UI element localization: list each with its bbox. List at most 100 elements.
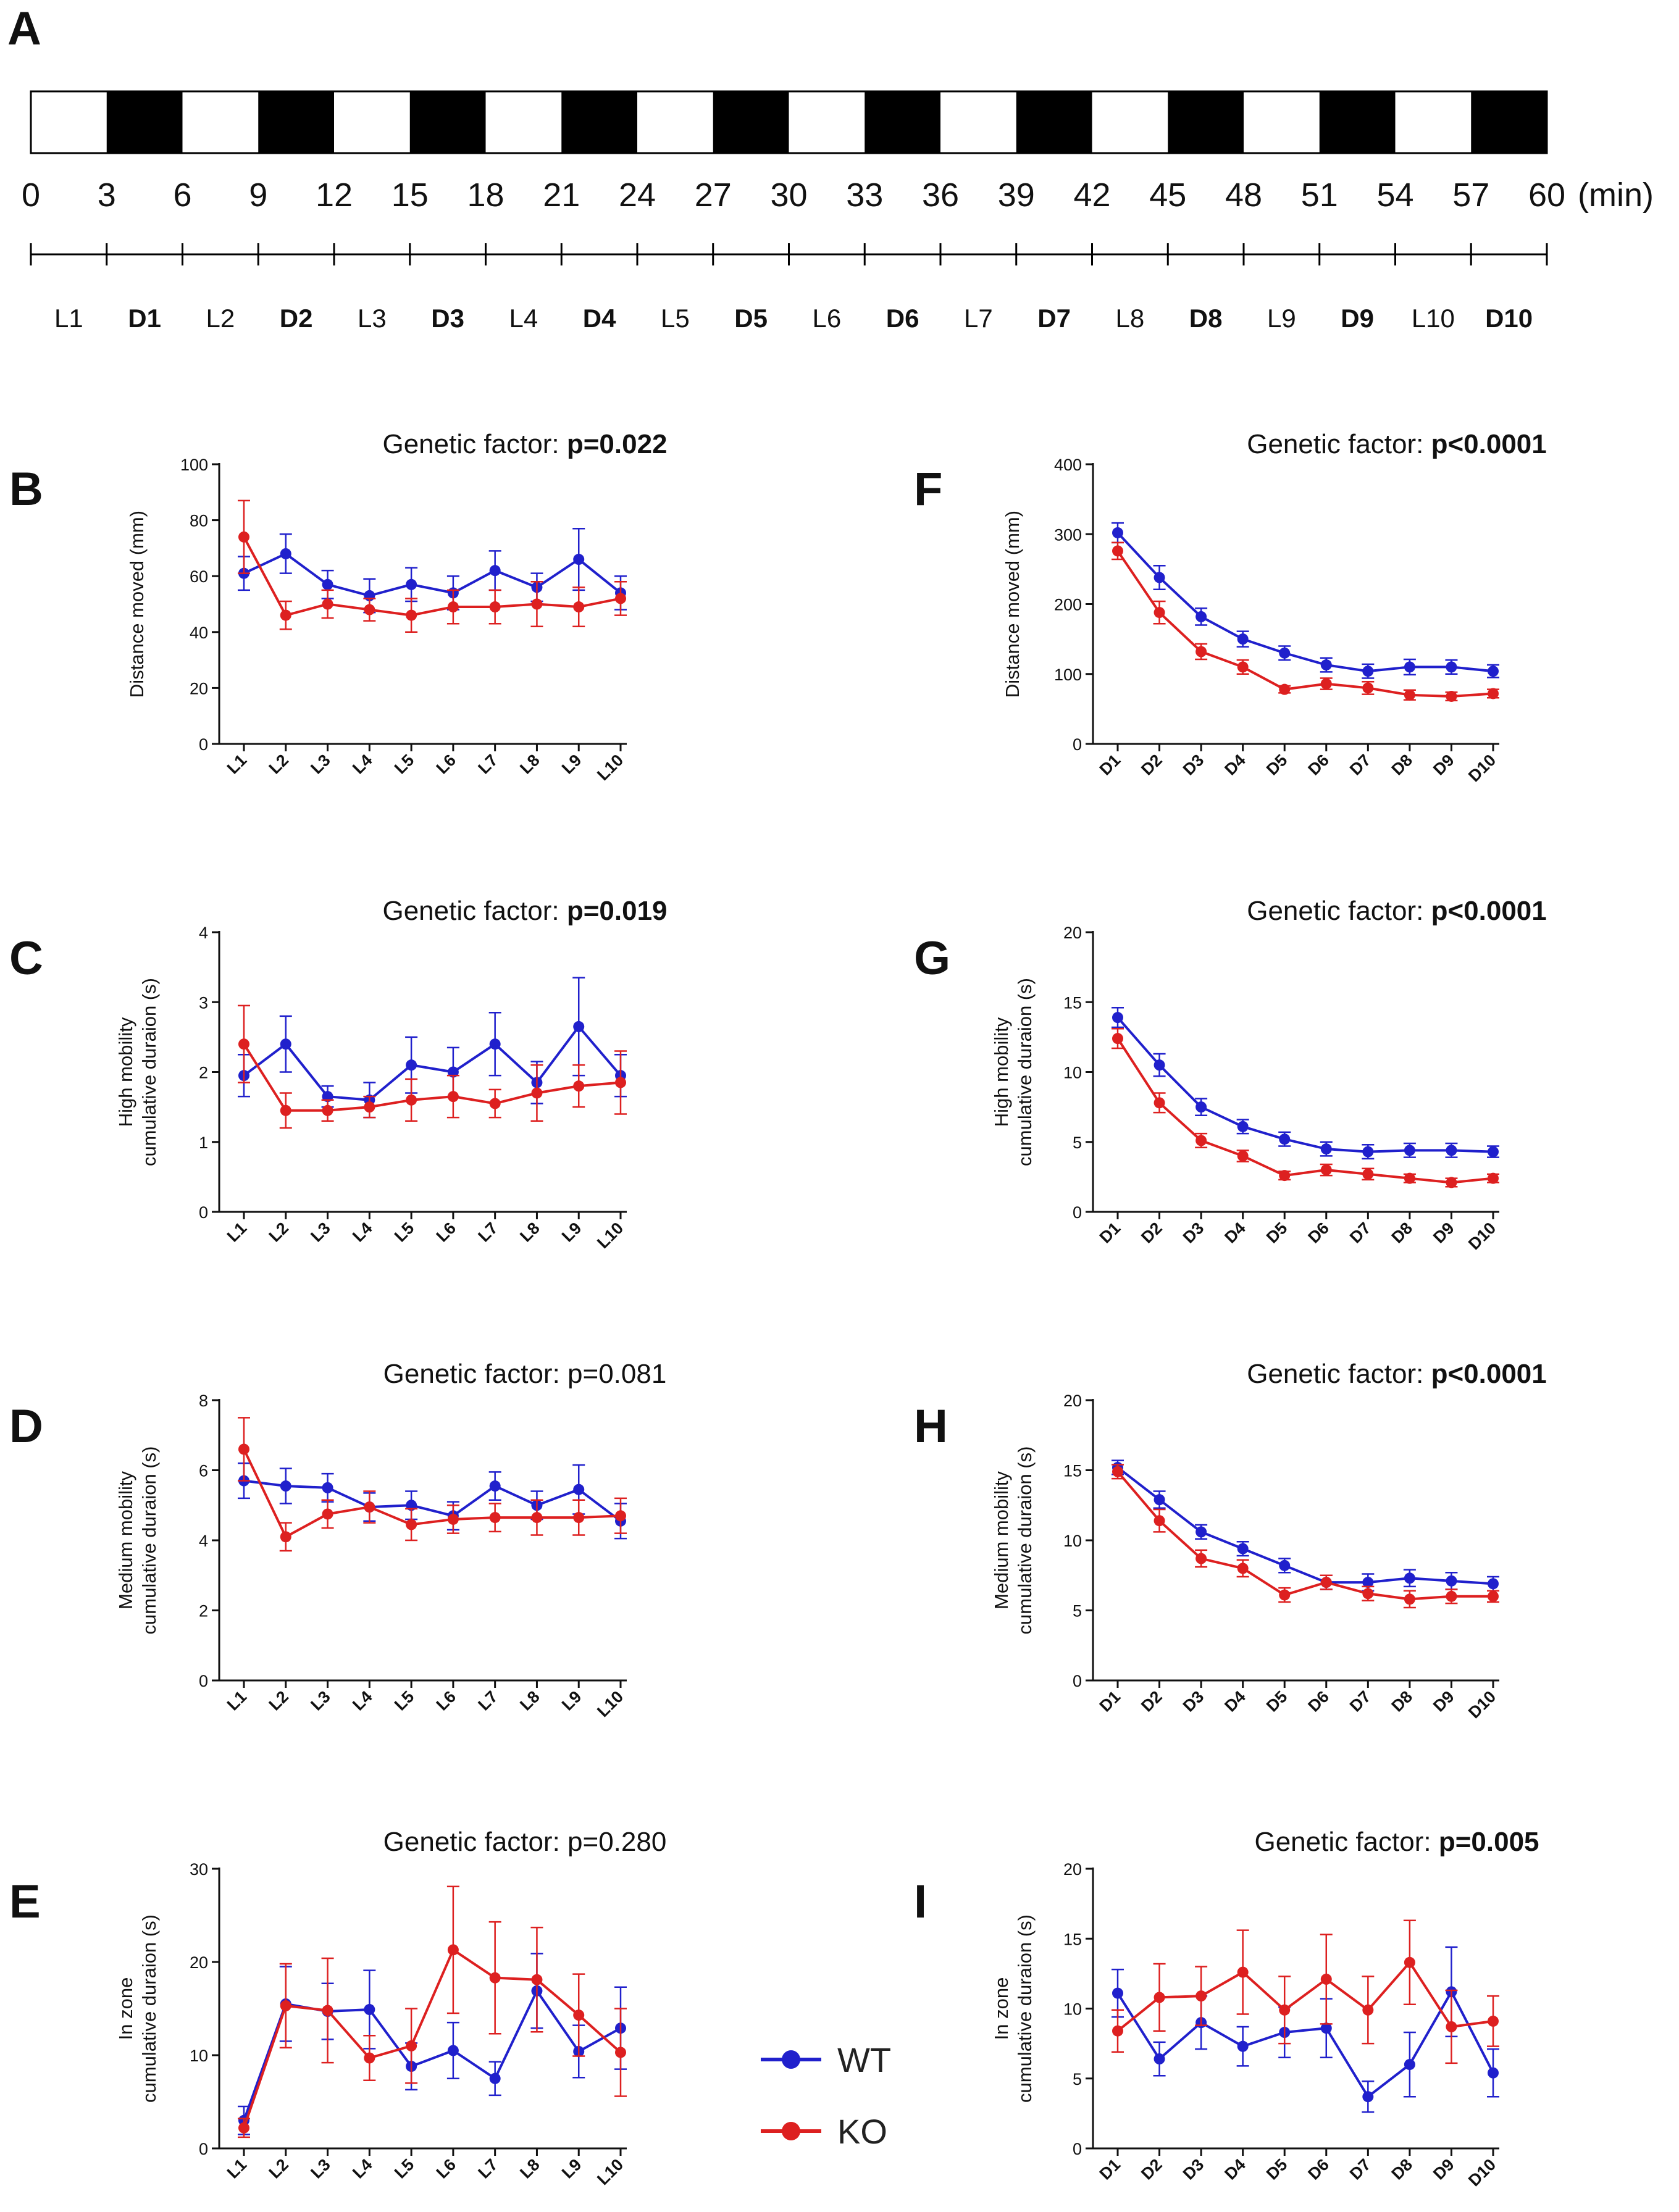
y-tick-label: 0 bbox=[199, 1203, 208, 1222]
data-point bbox=[1279, 1559, 1291, 1571]
data-point bbox=[531, 1087, 543, 1099]
series-ko bbox=[1112, 1464, 1499, 1609]
series-ko bbox=[238, 499, 627, 633]
data-point bbox=[1279, 2004, 1291, 2016]
data-point bbox=[1279, 1170, 1291, 1182]
title-prefix: Genetic factor: bbox=[1247, 429, 1431, 459]
y-axis-label: Medium mobilitycumulative duraion (s) bbox=[990, 1446, 1036, 1635]
y-tick-label: 15 bbox=[1063, 1930, 1082, 1948]
x-tick-label: D4 bbox=[1221, 1687, 1249, 1716]
data-point bbox=[1404, 1572, 1415, 1584]
series-line bbox=[1116, 1960, 1494, 2032]
x-tick-label: D4 bbox=[1221, 2155, 1249, 2184]
data-point bbox=[573, 1020, 585, 1032]
data-point bbox=[238, 1038, 249, 1050]
minute-tick-12: 12 bbox=[316, 177, 353, 214]
block-d4 bbox=[561, 91, 637, 153]
x-tick-label: D9 bbox=[1430, 751, 1458, 779]
x-tick-label: D10 bbox=[1465, 1219, 1499, 1253]
data-point bbox=[1404, 1145, 1415, 1156]
x-tick-label: D8 bbox=[1388, 2155, 1417, 2184]
x-tick-label: L6 bbox=[433, 1687, 459, 1714]
data-point bbox=[364, 1101, 375, 1113]
x-tick-label: D6 bbox=[1304, 1687, 1333, 1716]
data-point bbox=[1112, 1033, 1123, 1045]
y-axis-label: In zonecumulative duraion (s) bbox=[115, 1914, 160, 2103]
data-point bbox=[447, 1513, 459, 1525]
series-line bbox=[1116, 1016, 1494, 1153]
data-point bbox=[238, 1443, 249, 1455]
y-tick-label: 5 bbox=[1073, 1602, 1082, 1621]
minute-tick-57: 57 bbox=[1452, 177, 1489, 214]
series-wt bbox=[238, 527, 627, 614]
series-line bbox=[243, 552, 622, 597]
panel-label-h: H bbox=[914, 1400, 948, 1453]
phase-label-d10: D10 bbox=[1485, 304, 1533, 333]
data-point bbox=[322, 2005, 333, 2016]
series-ko bbox=[1112, 541, 1499, 702]
x-tick-label: L1 bbox=[224, 1687, 250, 1714]
data-point bbox=[1362, 1146, 1374, 1158]
data-point bbox=[1237, 633, 1249, 645]
y-tick-label: 15 bbox=[1063, 1462, 1082, 1480]
data-point bbox=[1195, 1101, 1207, 1113]
x-tick-label: D10 bbox=[1465, 751, 1499, 785]
data-point bbox=[1154, 572, 1165, 583]
data-point bbox=[1446, 690, 1457, 702]
data-point bbox=[1154, 1494, 1165, 1506]
minute-tick-48: 48 bbox=[1225, 177, 1262, 214]
y-tick-label: 80 bbox=[190, 512, 208, 530]
title-pvalue: p=0.019 bbox=[567, 896, 668, 926]
data-point bbox=[1488, 1146, 1499, 1158]
title-prefix: Genetic factor: bbox=[1254, 1827, 1438, 1857]
data-point bbox=[447, 1091, 459, 1103]
x-tick-label: D8 bbox=[1388, 1219, 1417, 1247]
series-ko bbox=[238, 1885, 627, 2139]
phase-label-d3: D3 bbox=[431, 304, 464, 333]
x-tick-label: L9 bbox=[558, 751, 585, 777]
data-point bbox=[1237, 661, 1249, 673]
y-axis-label: Distance moved (mm) bbox=[1002, 511, 1023, 698]
data-point bbox=[364, 2004, 375, 2016]
phase-label-d8: D8 bbox=[1189, 304, 1223, 333]
series-line bbox=[1116, 1038, 1494, 1184]
block-l1 bbox=[31, 91, 107, 153]
series-wt bbox=[1112, 1007, 1499, 1160]
phase-label-d5: D5 bbox=[734, 304, 768, 333]
series-line bbox=[243, 1948, 622, 2129]
minute-tick-6: 6 bbox=[173, 177, 191, 214]
title-pvalue: p<0.0001 bbox=[1431, 896, 1547, 926]
data-point bbox=[1320, 678, 1332, 690]
y-axis-label-line: In zone bbox=[990, 1977, 1012, 2040]
x-tick-label: L2 bbox=[266, 751, 292, 777]
phase-label-l2: L2 bbox=[206, 304, 235, 333]
x-tick-label: L8 bbox=[516, 1687, 543, 1714]
x-tick-label: D2 bbox=[1137, 1219, 1166, 1247]
series-line bbox=[243, 1479, 622, 1522]
data-point bbox=[1154, 1097, 1165, 1109]
minute-tick-3: 3 bbox=[98, 177, 116, 214]
y-tick-label: 30 bbox=[190, 1860, 208, 1879]
timeline-axis bbox=[30, 243, 1548, 265]
data-point bbox=[489, 1972, 501, 1984]
minute-tick-51: 51 bbox=[1301, 177, 1338, 214]
legend-ko-label: KO bbox=[837, 2112, 887, 2151]
data-point bbox=[322, 1104, 333, 1116]
title-pvalue: p=0.081 bbox=[567, 1359, 666, 1389]
block-d5 bbox=[713, 91, 789, 153]
data-point bbox=[1112, 1012, 1123, 1024]
x-tick-label: L4 bbox=[349, 751, 375, 777]
chart-panel-d: D Genetic factor: p=0.081 0 2 4 6 8 L1 L2 L3 L4 L5 L… bbox=[9, 1359, 666, 1721]
minute-tick-9: 9 bbox=[249, 177, 267, 214]
data-point bbox=[1237, 1121, 1249, 1132]
block-d3 bbox=[409, 91, 486, 153]
timeline-panel: A 0 3 6 9 12 15 18 21 24 27 30 33 36 39 42 45 48 51 54 57 60… bbox=[7, 2, 1654, 333]
y-axis-label-line: cumulative duraion (s) bbox=[138, 978, 160, 1166]
y-tick-label: 0 bbox=[199, 1672, 208, 1690]
panel-label-a: A bbox=[7, 2, 41, 55]
data-point bbox=[573, 1484, 585, 1495]
x-tick-label: L7 bbox=[474, 751, 501, 777]
series-line bbox=[1116, 1989, 1494, 2099]
data-point bbox=[1112, 527, 1123, 538]
